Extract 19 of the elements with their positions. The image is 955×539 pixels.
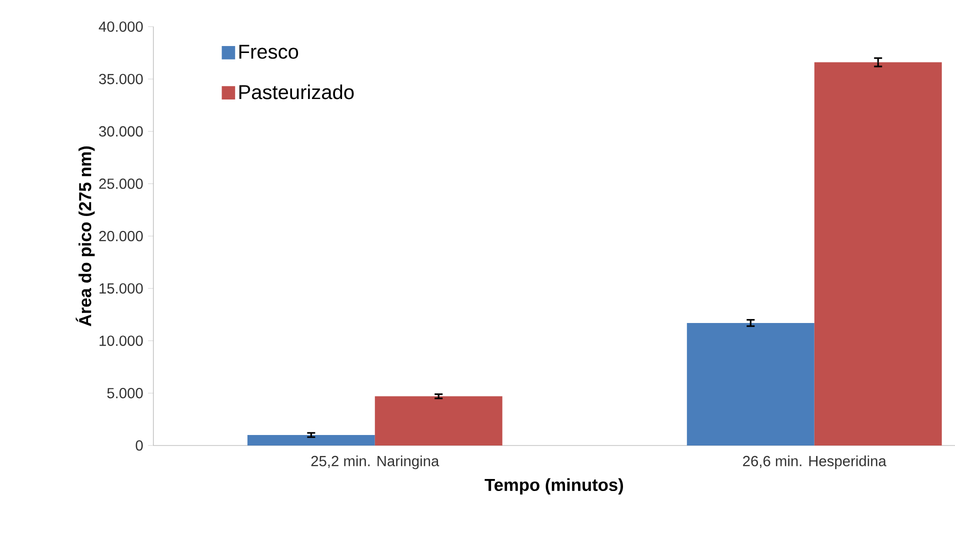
- y-tick-label: 0: [136, 440, 143, 451]
- x-tick-label: 25,2 min. Naringina: [311, 456, 440, 470]
- x-tick-label: 26,6 min. Hesperidina: [743, 456, 886, 470]
- y-tick-label: 15.000: [100, 283, 143, 294]
- bar: [686, 323, 814, 446]
- y-tick-label: 5.000: [107, 388, 143, 398]
- x-axis-title: Tempo (minutos): [484, 478, 624, 495]
- bar: [814, 62, 942, 446]
- y-tick-label: 40.000: [98, 22, 143, 32]
- y-axis-title: Área do pico (275 nm): [76, 146, 95, 326]
- y-tick-label: 35.000: [99, 74, 143, 84]
- y-tick-label: 30.000: [99, 126, 143, 137]
- y-tick-label: 10.000: [100, 336, 143, 346]
- y-tick-label: 25.000: [99, 178, 143, 189]
- y-tick-label: 20.000: [99, 230, 143, 242]
- bar: [374, 396, 502, 446]
- bar: [247, 435, 375, 446]
- legend-label: Pasteurizado: [239, 84, 354, 100]
- legend-label: Fresco: [239, 44, 298, 59]
